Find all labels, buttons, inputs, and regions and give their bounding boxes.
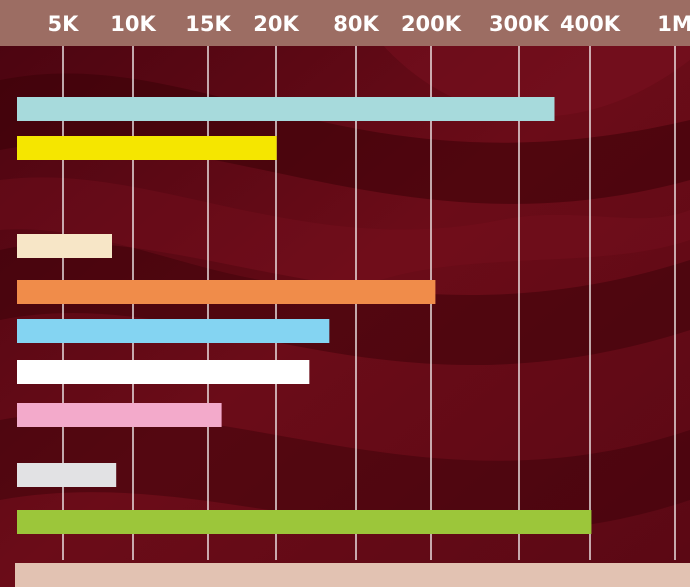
- bottom-bar: [15, 563, 690, 587]
- bar: [17, 234, 112, 258]
- header-band: [0, 0, 690, 46]
- bar: [17, 510, 592, 534]
- bar: [17, 280, 436, 304]
- bars: [15, 97, 690, 587]
- x-tick-label: 400K: [560, 12, 621, 36]
- x-tick-label: 15K: [185, 12, 231, 36]
- bar: [17, 463, 117, 487]
- bar: [17, 136, 277, 160]
- bar: [17, 360, 310, 384]
- x-tick-label: 1M: [657, 12, 690, 36]
- bar: [17, 403, 222, 427]
- x-tick-label: 200K: [401, 12, 462, 36]
- x-tick-labels: 5K 10K 15K 20K 80K 200K 300K 400K 1M: [48, 12, 690, 36]
- x-tick-label: 20K: [253, 12, 299, 36]
- x-tick-label: 300K: [489, 12, 550, 36]
- bar: [17, 319, 330, 343]
- x-tick-label: 80K: [333, 12, 379, 36]
- x-tick-label: 10K: [110, 12, 156, 36]
- bar: [17, 97, 555, 121]
- x-tick-label: 5K: [48, 12, 80, 36]
